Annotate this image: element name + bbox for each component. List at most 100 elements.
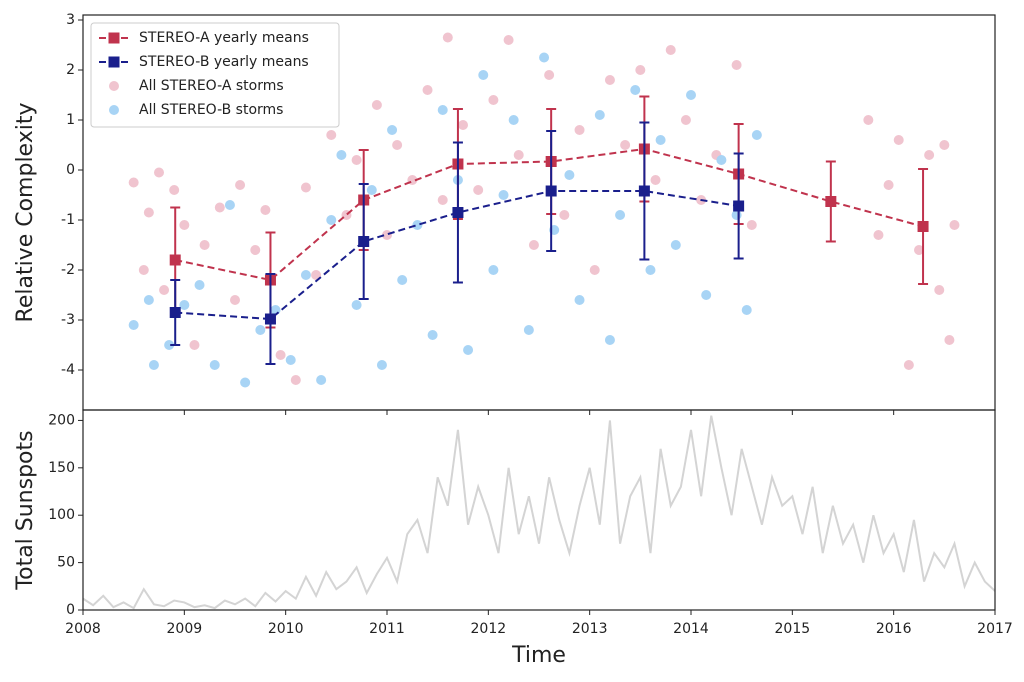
x-tick-label: 2009 (167, 621, 203, 637)
storm-point (442, 32, 453, 43)
storm-point (159, 285, 170, 295)
storm-point (285, 355, 296, 365)
storm-point (235, 180, 246, 190)
legend-marker (109, 105, 119, 115)
legend-label: STEREO-A yearly means (139, 30, 309, 46)
storm-point (635, 65, 646, 75)
storm-point (564, 170, 575, 180)
storm-point (463, 345, 474, 355)
storm-point (164, 340, 175, 350)
storm-point (199, 240, 210, 250)
storm-point (934, 285, 945, 295)
storm-point (326, 215, 337, 225)
panel (82, 415, 996, 610)
storm-point (731, 60, 742, 70)
legend-box (90, 22, 340, 128)
storm-point (209, 360, 220, 370)
storm-point (371, 100, 382, 110)
x-tick-label: 2008 (65, 621, 101, 637)
storm-point (382, 230, 392, 240)
storm-point (179, 300, 190, 310)
y-tick-label: 0 (66, 162, 75, 178)
storm-point (924, 150, 935, 160)
storm-point (680, 115, 691, 125)
storm-point (939, 140, 950, 150)
storm-point (230, 295, 240, 305)
legend-marker (108, 56, 120, 68)
x-tick-label: 2013 (572, 621, 608, 637)
legend-label: All STEREO-B storms (139, 102, 283, 118)
storm-point (523, 325, 534, 335)
storm-point (143, 207, 154, 218)
storm-point (604, 335, 615, 345)
y-tick-label: 150 (48, 460, 75, 476)
mean-marker (264, 313, 276, 325)
storm-point (351, 155, 362, 165)
y-axis-label: Total Sunspots (13, 430, 38, 590)
storm-point (224, 200, 235, 210)
x-tick-label: 2017 (977, 621, 1013, 637)
storm-point (336, 150, 347, 160)
storm-point (655, 135, 666, 145)
storm-point (498, 190, 509, 200)
storm-point (751, 130, 762, 140)
panel-frame (82, 409, 996, 611)
storm-point (422, 85, 433, 95)
x-tick-label: 2014 (673, 621, 709, 637)
storm-point (214, 202, 225, 213)
storm-point (300, 270, 311, 280)
storm-point (503, 35, 514, 45)
storm-point (128, 177, 139, 188)
storm-point (260, 205, 271, 215)
mean-line (175, 147, 924, 282)
storm-point (316, 375, 327, 385)
storm-point (169, 185, 180, 195)
storm-point (240, 377, 251, 388)
storm-point (397, 275, 408, 285)
storm-point (300, 182, 311, 193)
storm-point (458, 120, 468, 130)
y-tick-label: 1 (66, 112, 75, 128)
y-tick-label: 3 (66, 12, 75, 28)
storm-point (746, 220, 757, 230)
storm-point (143, 295, 154, 305)
storm-point (437, 195, 448, 205)
storm-point (189, 340, 200, 350)
storm-point (488, 95, 499, 105)
storm-point (620, 140, 631, 150)
legend-label: All STEREO-A storms (139, 78, 284, 94)
storm-point (883, 180, 894, 190)
storm-point (154, 167, 164, 178)
storm-point (589, 265, 600, 275)
storm-point (250, 245, 261, 255)
mean-marker (452, 207, 464, 218)
storm-point (179, 220, 190, 230)
x-tick-label: 2016 (876, 621, 912, 637)
storm-point (128, 320, 139, 330)
storm-point (513, 150, 524, 160)
storm-point (275, 350, 286, 360)
storm-point (255, 325, 266, 335)
storm-point (290, 375, 301, 385)
x-tick-label: 2012 (471, 621, 507, 637)
storm-point (544, 70, 555, 80)
storm-point (893, 135, 904, 145)
storm-point (427, 330, 438, 340)
x-tick-label: 2011 (369, 621, 405, 637)
y-tick-label: 100 (48, 507, 75, 523)
storm-point (701, 290, 712, 300)
storm-point (650, 175, 661, 185)
y-tick-label: -3 (61, 312, 75, 328)
storm-point (376, 360, 387, 370)
x-tick-label: 2010 (268, 621, 304, 637)
storm-point (488, 265, 499, 275)
storm-point (194, 280, 205, 290)
storm-point (645, 265, 656, 275)
y-tick-label: 50 (57, 555, 75, 571)
mean-marker (917, 221, 929, 232)
storm-point (863, 115, 874, 125)
storm-point (366, 185, 377, 195)
storm-point (670, 240, 681, 250)
storm-point (944, 335, 955, 345)
storm-point (437, 105, 448, 115)
